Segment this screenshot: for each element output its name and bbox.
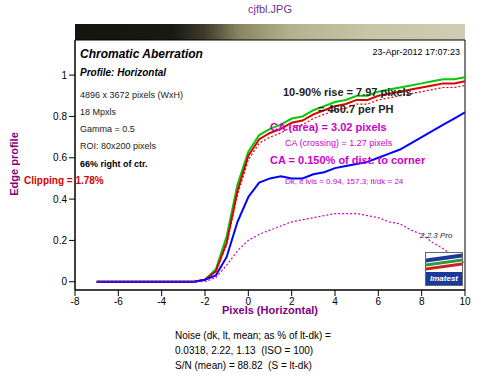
svg-text:8: 8 (419, 296, 425, 307)
svg-text:1: 1 (61, 70, 67, 81)
svg-text:0: 0 (61, 276, 67, 287)
svg-text:0.2: 0.2 (53, 235, 67, 246)
svg-text:4: 4 (332, 296, 338, 307)
svg-text:-4: -4 (157, 296, 166, 307)
svg-text:-2: -2 (201, 296, 210, 307)
svg-text:0.8: 0.8 (53, 111, 67, 122)
svg-text:10: 10 (459, 296, 471, 307)
svg-text:-8: -8 (71, 296, 80, 307)
svg-text:0.6: 0.6 (53, 152, 67, 163)
svg-text:6: 6 (376, 296, 382, 307)
svg-text:-6: -6 (114, 296, 123, 307)
svg-text:0.4: 0.4 (53, 194, 67, 205)
